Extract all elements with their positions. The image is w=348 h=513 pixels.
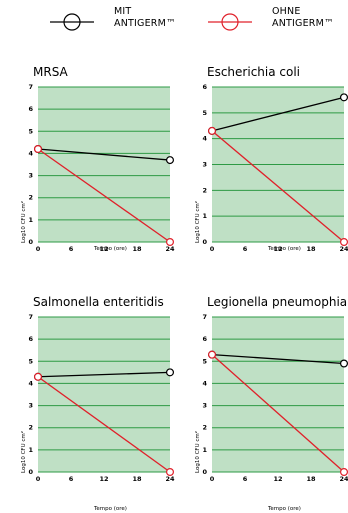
x-axis-label: Tempo (ore) xyxy=(94,506,127,512)
x-tick-label: 24 xyxy=(339,245,348,253)
chart-panel-mrsa: MRSA 0 1 2 3 4 5 6 7 0 6 12 18 24 Log10 CFU cm² Temp… xyxy=(0,65,175,283)
legend-label-without: OHNE ANTIGERM™ xyxy=(272,6,334,29)
x-tick-label: 12 xyxy=(273,245,282,253)
y-axis-label: Log10 CFU cm² xyxy=(195,431,201,473)
plot-background xyxy=(38,87,170,242)
chart-title: Salmonella enteritidis xyxy=(33,295,164,309)
series-line-without xyxy=(37,148,171,243)
x-tick-label: 0 xyxy=(210,475,215,483)
y-axis-label: Log10 CFU cm² xyxy=(21,431,27,473)
x-tick-label: 12 xyxy=(99,475,108,483)
series-line-with xyxy=(211,96,345,132)
x-tick-label: 6 xyxy=(243,245,248,253)
y-tick-label: 4 xyxy=(28,149,33,157)
y-tick-label: 7 xyxy=(202,313,207,321)
series-point-without xyxy=(207,126,216,135)
y-tick-label: 1 xyxy=(28,216,33,224)
y-axis-label: Log10 CFU cm² xyxy=(21,201,27,243)
plot-background xyxy=(212,317,344,472)
x-tick-label: 6 xyxy=(243,475,248,483)
x-tick-label: 18 xyxy=(306,245,316,253)
legend-label-with: MIT ANTIGERM™ xyxy=(114,6,176,29)
series-line-without xyxy=(37,376,171,473)
y-tick-label: 1 xyxy=(202,212,207,220)
y-tick-label: 2 xyxy=(28,424,33,432)
y-tick-label: 1 xyxy=(28,446,33,454)
y-tick-label: 6 xyxy=(202,83,207,91)
y-tick-label: 2 xyxy=(202,186,207,194)
chart-panel-ecoli: Escherichia coli 0 1 2 3 4 5 6 0 6 12 18 24 Log10 C… xyxy=(174,65,348,283)
x-tick-label: 18 xyxy=(306,475,316,483)
y-tick-label: 6 xyxy=(202,335,207,343)
series-point-without xyxy=(340,238,348,246)
x-tick-label: 0 xyxy=(210,245,215,253)
y-tick-label: 4 xyxy=(28,379,33,387)
series-point-with xyxy=(166,156,175,165)
y-tick-label: 1 xyxy=(202,446,207,454)
y-tick-label: 3 xyxy=(202,402,207,410)
series-line-with xyxy=(37,148,171,161)
plot-background xyxy=(38,317,170,472)
y-tick-label: 7 xyxy=(28,83,33,91)
series-point-without xyxy=(166,468,175,477)
series-line-without xyxy=(211,130,345,243)
y-tick-label: 5 xyxy=(202,109,207,117)
x-tick-label: 18 xyxy=(132,475,142,483)
series-line-with xyxy=(211,353,345,365)
x-tick-label: 24 xyxy=(165,245,175,253)
y-tick-label: 5 xyxy=(28,127,33,135)
series-point-without xyxy=(207,350,216,359)
chart-title: Legionella pneumophia xyxy=(207,295,348,309)
x-tick-label: 12 xyxy=(99,245,108,253)
series-line-without xyxy=(211,354,345,473)
x-tick-label: 6 xyxy=(69,475,74,483)
y-tick-label: 7 xyxy=(28,313,33,321)
y-tick-label: 0 xyxy=(202,238,207,246)
x-tick-label: 24 xyxy=(339,475,348,483)
x-tick-label: 18 xyxy=(132,245,142,253)
y-tick-label: 4 xyxy=(202,379,207,387)
y-axis-label: Log10 CFU cm² xyxy=(195,201,201,243)
y-tick-label: 0 xyxy=(28,468,33,476)
x-tick-label: 0 xyxy=(36,245,41,253)
y-tick-label: 0 xyxy=(28,238,33,246)
x-axis-label: Tempo (ore) xyxy=(94,246,127,252)
legend: MIT ANTIGERM™ OHNE ANTIGERM™ xyxy=(0,0,348,52)
series-point-with xyxy=(340,359,348,368)
y-tick-label: 5 xyxy=(28,357,33,365)
legend-swatch-with xyxy=(50,13,94,31)
series-point-without xyxy=(340,468,348,476)
y-tick-label: 3 xyxy=(28,172,33,180)
x-tick-label: 24 xyxy=(165,475,175,483)
y-tick-label: 3 xyxy=(28,402,33,410)
series-point-with xyxy=(166,368,175,377)
series-line-with xyxy=(37,371,171,378)
y-tick-label: 5 xyxy=(202,357,207,365)
y-tick-label: 2 xyxy=(28,194,33,202)
series-point-without xyxy=(33,372,42,381)
y-tick-label: 3 xyxy=(202,161,207,169)
legend-swatch-without xyxy=(208,13,252,31)
y-tick-label: 4 xyxy=(202,135,207,143)
x-axis-label: Tempo (ore) xyxy=(268,246,301,252)
series-point-with xyxy=(340,93,348,102)
chart-panel-legionella: Legionella pneumophia 0 1 2 3 4 5 6 7 0 6 12 18 24 L… xyxy=(174,295,348,513)
y-tick-label: 6 xyxy=(28,105,33,113)
x-tick-label: 6 xyxy=(69,245,74,253)
y-tick-label: 6 xyxy=(28,335,33,343)
y-tick-label: 2 xyxy=(202,424,207,432)
chart-title: MRSA xyxy=(33,65,68,79)
x-tick-label: 12 xyxy=(273,475,282,483)
series-point-without xyxy=(33,144,42,153)
series-point-without xyxy=(166,238,175,247)
x-axis-label: Tempo (ore) xyxy=(268,506,301,512)
x-tick-label: 0 xyxy=(36,475,41,483)
chart-panel-salmonella: Salmonella enteritidis 0 1 2 3 4 5 6 7 0 6 12 18 24 … xyxy=(0,295,175,513)
chart-title: Escherichia coli xyxy=(207,65,300,79)
y-tick-label: 0 xyxy=(202,468,207,476)
